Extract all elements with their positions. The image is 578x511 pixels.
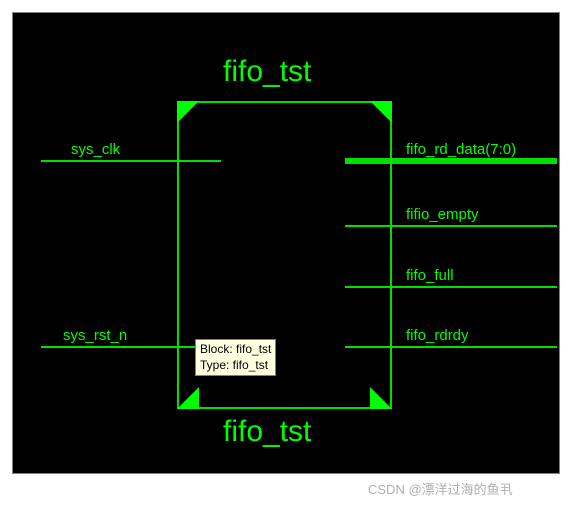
port-label-fifo-full: fifo_full — [406, 267, 454, 284]
block-tooltip: Block: fifo_tst Type: fifo_tst — [195, 339, 276, 376]
port-label-sys-rst-n: sys_rst_n — [63, 327, 127, 344]
block-title-top: fifo_tst — [223, 55, 311, 89]
corner-br-icon — [370, 387, 392, 409]
tooltip-block-line: Block: fifo_tst — [200, 342, 271, 358]
port-label-fifo-rdrdy: fifo_rdrdy — [406, 327, 469, 344]
port-label-fifio-empty: fifio_empty — [406, 206, 479, 223]
port-label-fifo-rd-data: fifo_rd_data(7:0) — [406, 141, 516, 158]
corner-tr-icon — [370, 101, 392, 123]
port-line-input[interactable] — [41, 160, 221, 162]
port-line-output[interactable] — [345, 158, 557, 164]
corner-tl-icon — [177, 101, 199, 123]
port-line-output[interactable] — [345, 225, 557, 227]
corner-bl-icon — [177, 387, 199, 409]
port-line-output[interactable] — [345, 286, 557, 288]
port-line-output[interactable] — [345, 346, 557, 348]
block-title-bottom: fifo_tst — [223, 415, 311, 449]
tooltip-type-line: Type: fifo_tst — [200, 358, 271, 374]
port-line-input[interactable] — [41, 346, 221, 348]
port-label-sys-clk: sys_clk — [71, 141, 120, 158]
schematic-canvas: fifo_tst sys_clk sys_rst_n fifo_rd_data(… — [12, 12, 560, 474]
watermark: CSDN @漂洋过海的鱼丮 — [368, 479, 513, 498]
